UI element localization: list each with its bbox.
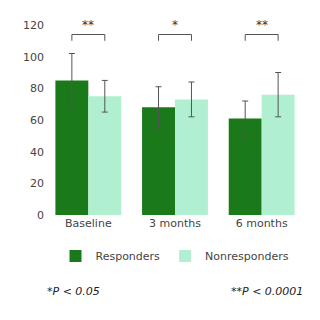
svg-text:120: 120 — [23, 19, 44, 32]
svg-text:6 months: 6 months — [236, 217, 288, 230]
svg-text:*P < 0.05: *P < 0.05 — [47, 285, 100, 298]
svg-text:Baseline: Baseline — [65, 217, 112, 230]
svg-text:60: 60 — [30, 114, 44, 127]
svg-text:3 months: 3 months — [149, 217, 201, 230]
svg-text:80: 80 — [30, 82, 44, 95]
svg-text:Nonresponders: Nonresponders — [205, 250, 289, 263]
svg-text:20: 20 — [30, 177, 44, 190]
svg-text:Responders: Responders — [96, 250, 161, 263]
svg-text:**: ** — [256, 18, 268, 32]
svg-text:**: ** — [82, 18, 94, 32]
svg-text:*: * — [172, 18, 178, 32]
svg-text:**P < 0.0001: **P < 0.0001 — [231, 285, 303, 298]
svg-text:40: 40 — [30, 146, 44, 159]
svg-text:100: 100 — [23, 51, 44, 64]
svg-text:0: 0 — [37, 209, 44, 222]
